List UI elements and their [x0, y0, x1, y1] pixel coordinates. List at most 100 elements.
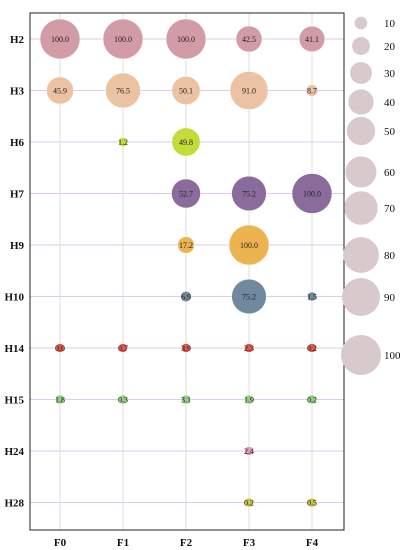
bubble-label-h10-f2: 6.9: [181, 293, 191, 302]
legend-bubble-100: [341, 335, 381, 375]
legend-bubble-20: [352, 37, 370, 55]
bubble-label-h15-f1: 0.3: [118, 396, 128, 405]
bubble-h10-f3: [231, 278, 267, 315]
bubble-h10-f2: [180, 290, 192, 303]
legend-label-90: 90: [384, 292, 396, 304]
x-tick-label-f1: F1: [117, 537, 129, 549]
legend-bubble-50: [346, 116, 376, 146]
y-tick-label-h14: H14: [4, 343, 24, 355]
bubble-h15-f2: [181, 394, 191, 405]
bubble-h14-f3: [244, 343, 254, 353]
bubble-label-h2-f4: 41.1: [305, 35, 319, 44]
bubble-label-h15-f3: 1.9: [244, 396, 254, 405]
bubble-label-h6-f1: 1.2: [118, 138, 128, 147]
bubble-label-h24-f3: 2.4: [244, 447, 254, 456]
y-tick-label-h10: H10: [4, 292, 24, 304]
bubble-h9-f2: [177, 236, 195, 254]
bubble-label-h9-f3: 100.0: [240, 241, 258, 250]
bubble-h7-f4: [291, 173, 333, 214]
bubble-h6-f1: [118, 137, 128, 147]
legend-label-10: 10: [384, 18, 396, 30]
bubble-h3-f1: [105, 72, 141, 109]
legend-label-40: 40: [384, 97, 396, 109]
y-tick-label-h24: H24: [4, 446, 24, 458]
plot-frame: [29, 12, 345, 531]
bubble-h6-f2: [171, 127, 201, 157]
bubble-h14-f1: [118, 343, 128, 353]
y-tick-label-h3: H3: [10, 86, 25, 98]
bubble-label-h14-f1: 0.7: [118, 344, 128, 353]
bubble-label-h14-f0: 0.0: [55, 344, 65, 353]
bubble-label-h2-f2: 100.0: [177, 35, 195, 44]
bubble-label-h2-f3: 42.5: [242, 35, 256, 44]
legend-label-50: 50: [384, 126, 396, 138]
bubble-label-h7-f3: 75.2: [242, 190, 256, 199]
bubble-label-h15-f2: 3.1: [181, 396, 191, 405]
bubble-h7-f3: [231, 175, 267, 212]
bubble-h3-f2: [171, 76, 201, 105]
bubble-h2-f4: [298, 25, 326, 53]
y-tick-label-h28: H28: [4, 498, 24, 510]
size-legend: 10 20 30 40 50 60 70 80 90 100: [341, 16, 400, 375]
bubble-h24-f3: [244, 446, 254, 456]
legend-bubble-10: [354, 16, 368, 30]
bubble-label-h2-f1: 100.0: [114, 35, 132, 44]
bubble-h14-f0: [55, 343, 65, 353]
bubble-h2-f3: [235, 25, 263, 53]
legend-bubble-70: [344, 191, 378, 225]
bubble-label-h3-f0: 45.9: [53, 87, 67, 96]
y-tick-label-h15: H15: [4, 395, 24, 407]
bubble-h28-f4: [307, 497, 317, 508]
bubble-h2-f2: [165, 18, 207, 60]
bubble-label-h3-f2: 50.1: [179, 87, 193, 96]
bubble-label-h7-f4: 100.0: [303, 190, 321, 199]
bubble-h15-f4: [307, 394, 317, 405]
legend-bubble-60: [345, 156, 377, 188]
legend-label-60: 60: [384, 167, 396, 179]
bubble-label-h7-f2: 52.7: [179, 190, 193, 199]
legend-label-30: 30: [384, 68, 396, 80]
y-tick-label-h7: H7: [10, 189, 25, 201]
bubble-label-h3-f3: 91.0: [242, 87, 256, 96]
bubble-h2-f0: [39, 18, 81, 60]
y-tick-label-h2: H2: [10, 34, 25, 46]
legend-bubble-30: [350, 62, 372, 84]
legend-bubble-40: [348, 89, 374, 115]
bubble-label-h14-f4: 0.2: [307, 344, 317, 353]
bubble-h2-f1: [102, 18, 144, 60]
x-tick-labels: F0 F1 F2 F3 F4: [54, 537, 319, 549]
bubble-h10-f4: [307, 291, 317, 302]
bubble-h9-f3: [228, 224, 270, 266]
bubble-h3-f4: [305, 84, 319, 97]
bubble-label-h14-f2: 3.9: [181, 344, 191, 353]
bubble-label-h28-f3: 0.2: [244, 499, 254, 508]
bubble-h7-f2: [171, 178, 201, 209]
bubble-label-h14-f3: 2.3: [244, 344, 254, 353]
bubble-h3-f3: [229, 71, 269, 110]
bubble-label-h9-f2: 17.2: [179, 241, 193, 250]
x-tick-label-f4: F4: [306, 537, 319, 549]
bubble-label-h6-f2: 49.8: [179, 138, 193, 147]
bubble-label-h3-f4: 8.7: [307, 87, 317, 96]
bubble-h15-f3: [244, 394, 254, 405]
bubble-h14-f4: [307, 343, 317, 353]
bubbles: 100.0 100.0 100.0 42.5 41.1 45.9 76.5 50.1 91.0 8…: [39, 18, 333, 508]
bubble-label-h28-f4: 0.5: [307, 499, 317, 508]
legend-label-20: 20: [384, 41, 396, 53]
bubble-h28-f3: [244, 497, 254, 508]
bubble-h15-f0: [55, 394, 65, 405]
bubble-label-h10-f3: 75.2: [242, 293, 256, 302]
legend-label-80: 80: [384, 250, 396, 262]
x-tick-label-f0: F0: [54, 537, 67, 549]
x-tick-label-f2: F2: [180, 537, 193, 549]
legend-bubble-80: [343, 237, 379, 273]
legend-label-100: 100: [384, 350, 400, 362]
bubble-h3-f0: [46, 76, 74, 105]
y-tick-labels: H2 H3 H6 H7 H9 H10 H14 H15 H24 H28: [4, 34, 24, 510]
bubble-label-h15-f0: 1.8: [55, 396, 65, 405]
legend-bubble-90: [342, 278, 380, 316]
bubble-h15-f1: [118, 394, 128, 405]
bubble-label-h2-f0: 100.0: [51, 35, 69, 44]
x-tick-label-f3: F3: [243, 537, 256, 549]
